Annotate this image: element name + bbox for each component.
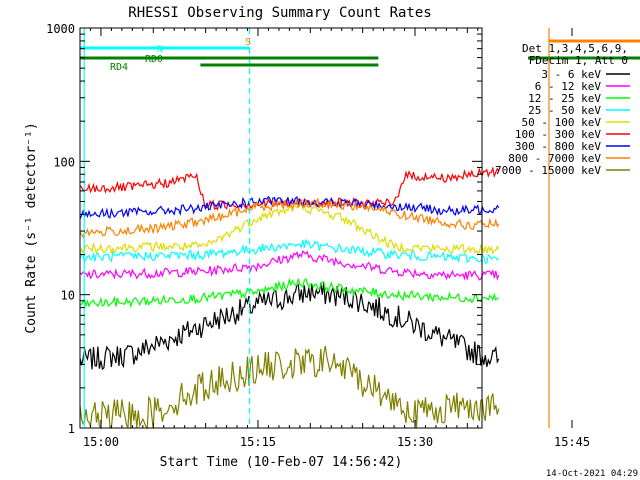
x-tick-label-15-30: 15:30 [397, 435, 433, 449]
legend-label-6-12-kev: 6 - 12 keV [535, 80, 602, 93]
state-bar-layer: N S RD0 RD4 [80, 37, 640, 73]
series-line-25-50-kev-1 [79, 238, 500, 264]
legend-label-3-6-kev: 3 - 6 keV [541, 68, 601, 81]
series-6-12-kev [79, 250, 500, 281]
series-line-3-6-kev-1 [79, 282, 500, 371]
legend-label-25-50-kev: 25 - 50 keV [528, 104, 601, 117]
legend-label-7000-15000-kev: 7000 - 15000 keV [495, 164, 601, 177]
state-bar-label-n: N [157, 44, 163, 55]
x-tick-label-15-00: 15:00 [83, 435, 119, 449]
y-axis-label: Count Rate (s⁻¹ detector⁻¹) [24, 122, 39, 333]
marker-layer [83, 28, 550, 428]
legend-header-line-1: Det 1,3,4,5,6,9, [522, 42, 628, 55]
legend-label-50-100-kev: 50 - 100 keV [522, 116, 602, 129]
series-300-800-kev [79, 195, 500, 220]
series-3-6-kev [79, 282, 500, 371]
legend-label-800-7000-kev: 800 - 7000 keV [508, 152, 601, 165]
chart-title: RHESSI Observing Summary Count Rates [128, 5, 431, 21]
x-axis-label: Start Time (10-Feb-07 14:56:42) [160, 455, 403, 470]
legend-label-100-300-kev: 100 - 300 keV [515, 128, 601, 141]
state-bar-label-rd0: RD0 [145, 54, 163, 65]
series-7000-15000-kev [79, 345, 500, 430]
y-tick-label-1: 1 [68, 422, 75, 436]
series-line-12-25-kev-1 [79, 277, 500, 309]
legend-label-12-25-kev: 12 - 25 keV [528, 92, 601, 105]
series-25-50-kev [79, 238, 500, 264]
y-tick-label-10: 10 [61, 289, 75, 303]
series-line-6-12-kev-1 [79, 250, 500, 281]
state-bar-label-s: S [245, 37, 251, 48]
plot-frame [79, 27, 483, 429]
y-tick-label-100: 100 [53, 155, 75, 169]
series-line-300-800-kev-1 [79, 195, 500, 220]
legend-label-300-800-kev: 300 - 800 keV [515, 140, 601, 153]
series-line-7000-15000-kev-1 [79, 345, 500, 430]
legend: Det 1,3,4,5,6,9,FDecim 1, Att 03 - 6 keV… [495, 42, 630, 177]
axis-layer: 15:0015:1515:3015:4516:0016:1516:3011010… [46, 22, 590, 449]
x-tick-label-15-15: 15:15 [240, 435, 276, 449]
y-tick-label-1000: 1000 [46, 22, 75, 36]
x-tick-label-15-45: 15:45 [554, 435, 590, 449]
state-bar-label-rd4: RD4 [110, 62, 128, 73]
date-stamp: 14-Oct-2021 04:29 [546, 469, 638, 479]
series-800-7000-kev [79, 198, 500, 239]
series-line-800-7000-kev-1 [79, 198, 500, 239]
legend-header-line-2: FDecim 1, Att 0 [529, 54, 628, 67]
series-layer [79, 166, 500, 430]
series-12-25-kev [79, 277, 500, 309]
